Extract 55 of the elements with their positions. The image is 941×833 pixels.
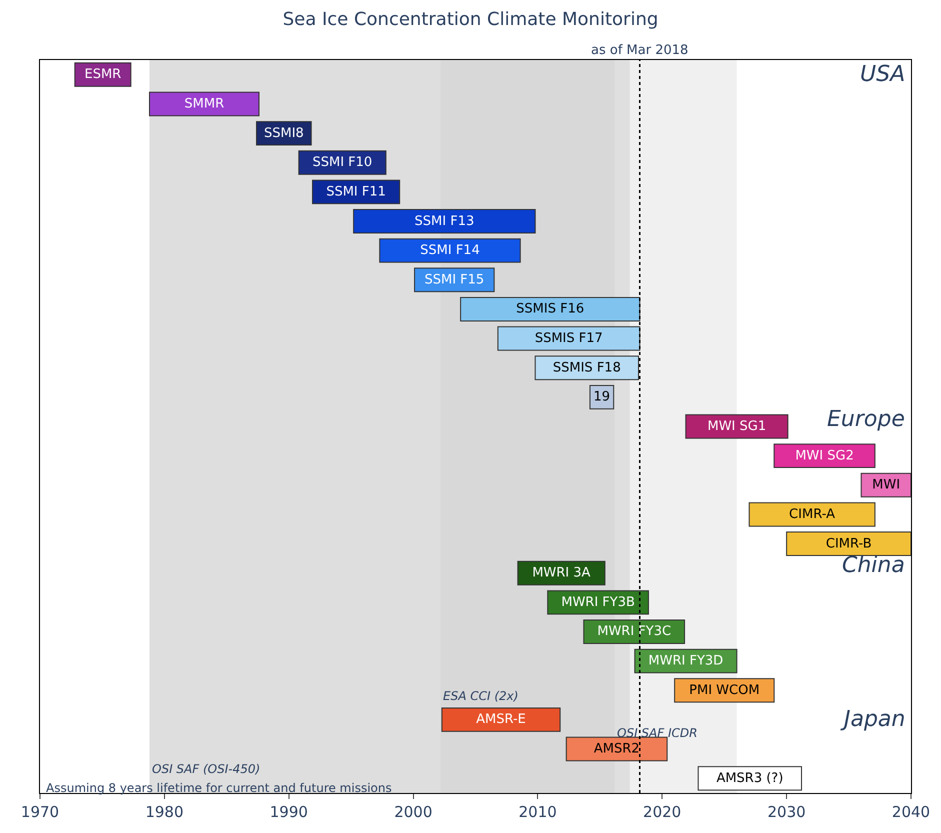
y-tick-label: SSMI8 [264,126,304,141]
x-tick-label: 2040 [892,803,930,821]
bar [149,92,260,116]
chart-title: Sea Ice Concentration Climate Monitoring [282,9,658,30]
y-tick-label: SSMIS F18 [552,360,621,376]
y-tick-label: SSMI F14 [420,243,480,258]
y-tick-label: AMSR-E [476,712,526,728]
y-tick-label: MWRI FY3D [648,654,724,669]
band-label: OSI SAF (OSI-450) [152,762,260,776]
y-tick-label: 19 [594,390,610,405]
y-tick-label: SMMR [184,96,224,112]
x-tick-label: 2020 [643,803,682,821]
y-tick-label: MWRI FY3C [597,624,672,640]
y-tick-label: SSMI F15 [424,272,484,288]
band-label: ESA CCI (2x) [443,689,518,703]
annotation: Japan [840,707,906,732]
y-tick-label: PMI WCOM [689,682,760,698]
bar [698,766,802,791]
y-tick-label: MWRI FY3B [561,594,635,610]
bar [353,209,536,234]
bar [566,736,668,762]
y-tick-label: CIMR-B [826,536,872,552]
annotation: USA [860,62,906,87]
ref-line-label: as of Mar 2018 [591,43,688,58]
y-tick-label: AMSR2 [594,742,640,757]
x-tick-label: 1980 [145,803,184,821]
annotation: Assuming 8 years lifetime for current and future missions [46,781,392,795]
y-tick-label: MWI [872,478,900,493]
x-tick-label: 1970 [20,803,60,821]
bar [774,444,876,468]
y-tick-label: MWRI 3A [532,566,591,581]
y-tick-label: CIMR-A [789,506,836,522]
y-tick-label: SSMIS F16 [516,302,584,317]
x-tick-label: 2030 [767,803,806,821]
annotation: Europe [827,407,905,432]
y-tick-label: MWI SG2 [795,448,854,464]
x-tick-label: 2000 [394,803,432,821]
bar [786,532,911,556]
y-tick-label: SSMI F11 [326,184,386,200]
bar [379,238,521,263]
x-tick-label: 2010 [518,803,557,821]
annotation: China [842,553,905,578]
bar [748,502,876,527]
y-tick-label: SSMI F13 [414,214,474,229]
y-tick-label: ESMR [84,67,122,82]
bar [460,296,640,322]
y-tick-label: SSMI F10 [312,155,372,170]
bar [860,472,911,498]
band-label: OSI SAF ICDR [617,726,698,740]
y-tick-label: MWI SG1 [707,419,766,434]
y-tick-label: SSMIS F17 [534,331,603,346]
y-tick-label: AMSR3 (?) [716,770,784,786]
bar [441,707,561,732]
x-tick-label: 1990 [270,803,308,821]
bar [497,326,640,351]
